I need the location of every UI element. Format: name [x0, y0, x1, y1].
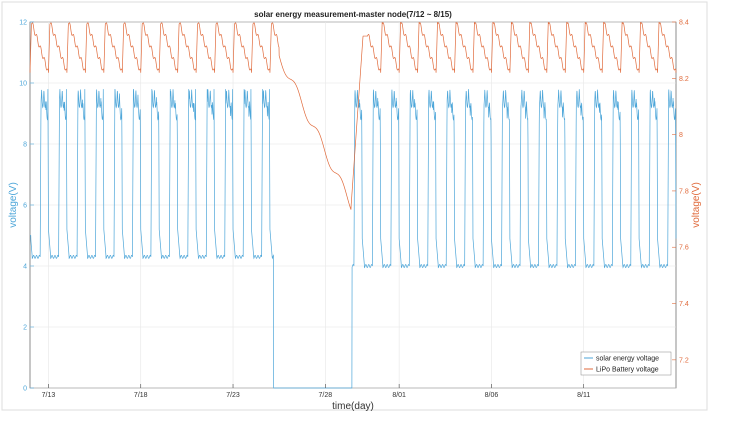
x-axis-label: time(day) [332, 401, 374, 412]
legend-solar-label: solar energy voltage [596, 356, 659, 363]
x-tick-label: 8/01 [392, 392, 406, 399]
right-axis-label: voltage(V) [691, 182, 702, 228]
left-axis-ticks: 0 2 4 6 8 10 12 [19, 20, 34, 393]
left-tick-label: 8 [23, 142, 27, 149]
x-tick-label: 8/11 [577, 392, 590, 399]
series-lipo-battery-voltage [29, 21, 677, 210]
left-tick-label: 2 [23, 325, 27, 332]
left-tick-label: 0 [23, 386, 27, 393]
legend-battery-label: LiPo Battery voltage [596, 367, 659, 374]
legend: solar energy voltage LiPo Battery voltag… [580, 351, 672, 376]
chart-title: solar energy measurement-master node(7/1… [254, 10, 452, 19]
legend-box [580, 351, 672, 376]
right-tick-label: 8.4 [679, 20, 689, 27]
left-tick-label: 4 [23, 264, 27, 271]
right-tick-label: 7.4 [679, 301, 689, 308]
left-tick-label: 12 [19, 20, 27, 27]
left-tick-label: 6 [23, 203, 27, 210]
left-tick-label: 10 [19, 81, 27, 88]
right-tick-label: 8 [679, 132, 683, 139]
right-tick-label: 7.6 [679, 245, 689, 252]
x-tick-label: 7/28 [319, 392, 333, 399]
x-tick-label: 7/18 [134, 392, 148, 399]
left-axis-label: voltage(V) [8, 182, 19, 228]
right-tick-label: 8.2 [679, 76, 689, 83]
right-tick-label: 7.2 [679, 357, 689, 364]
right-axis-ticks: 7.2 7.4 7.6 7.8 8 8.2 8.4 [672, 20, 689, 364]
x-tick-label: 8/06 [485, 392, 499, 399]
x-tick-label: 7/23 [226, 392, 240, 399]
x-axis-ticks: 7/13 7/18 7/23 7/28 8/01 8/06 8/11 [42, 384, 590, 399]
x-tick-label: 7/13 [42, 392, 56, 399]
grid [30, 21, 676, 389]
right-tick-label: 7.8 [679, 188, 689, 195]
series-solar-energy-voltage [30, 88, 677, 389]
series-layer [29, 21, 677, 389]
